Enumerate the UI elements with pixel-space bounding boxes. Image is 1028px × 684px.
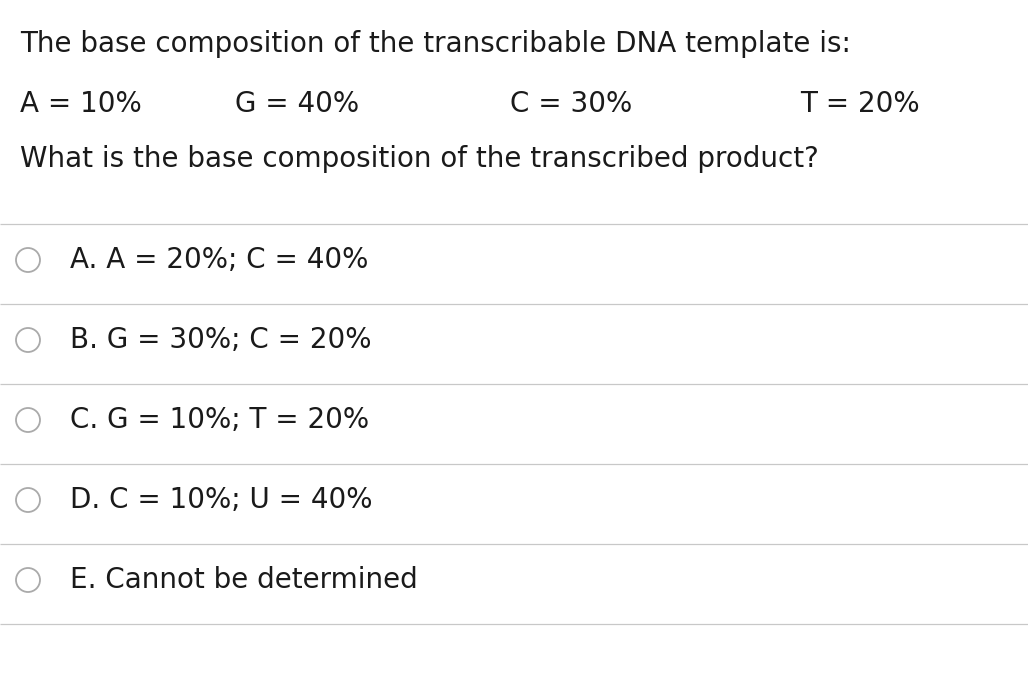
Text: D. C = 10%; U = 40%: D. C = 10%; U = 40% — [70, 486, 372, 514]
Text: C = 30%: C = 30% — [510, 90, 632, 118]
Text: What is the base composition of the transcribed product?: What is the base composition of the tran… — [20, 145, 819, 173]
Text: The base composition of the transcribable DNA template is:: The base composition of the transcribabl… — [20, 30, 851, 58]
Text: A. A = 20%; C = 40%: A. A = 20%; C = 40% — [70, 246, 368, 274]
Text: G = 40%: G = 40% — [235, 90, 359, 118]
Text: C. G = 10%; T = 20%: C. G = 10%; T = 20% — [70, 406, 369, 434]
Text: T = 20%: T = 20% — [800, 90, 920, 118]
Text: E. Cannot be determined: E. Cannot be determined — [70, 566, 417, 594]
Text: A = 10%: A = 10% — [20, 90, 142, 118]
Text: B. G = 30%; C = 20%: B. G = 30%; C = 20% — [70, 326, 371, 354]
